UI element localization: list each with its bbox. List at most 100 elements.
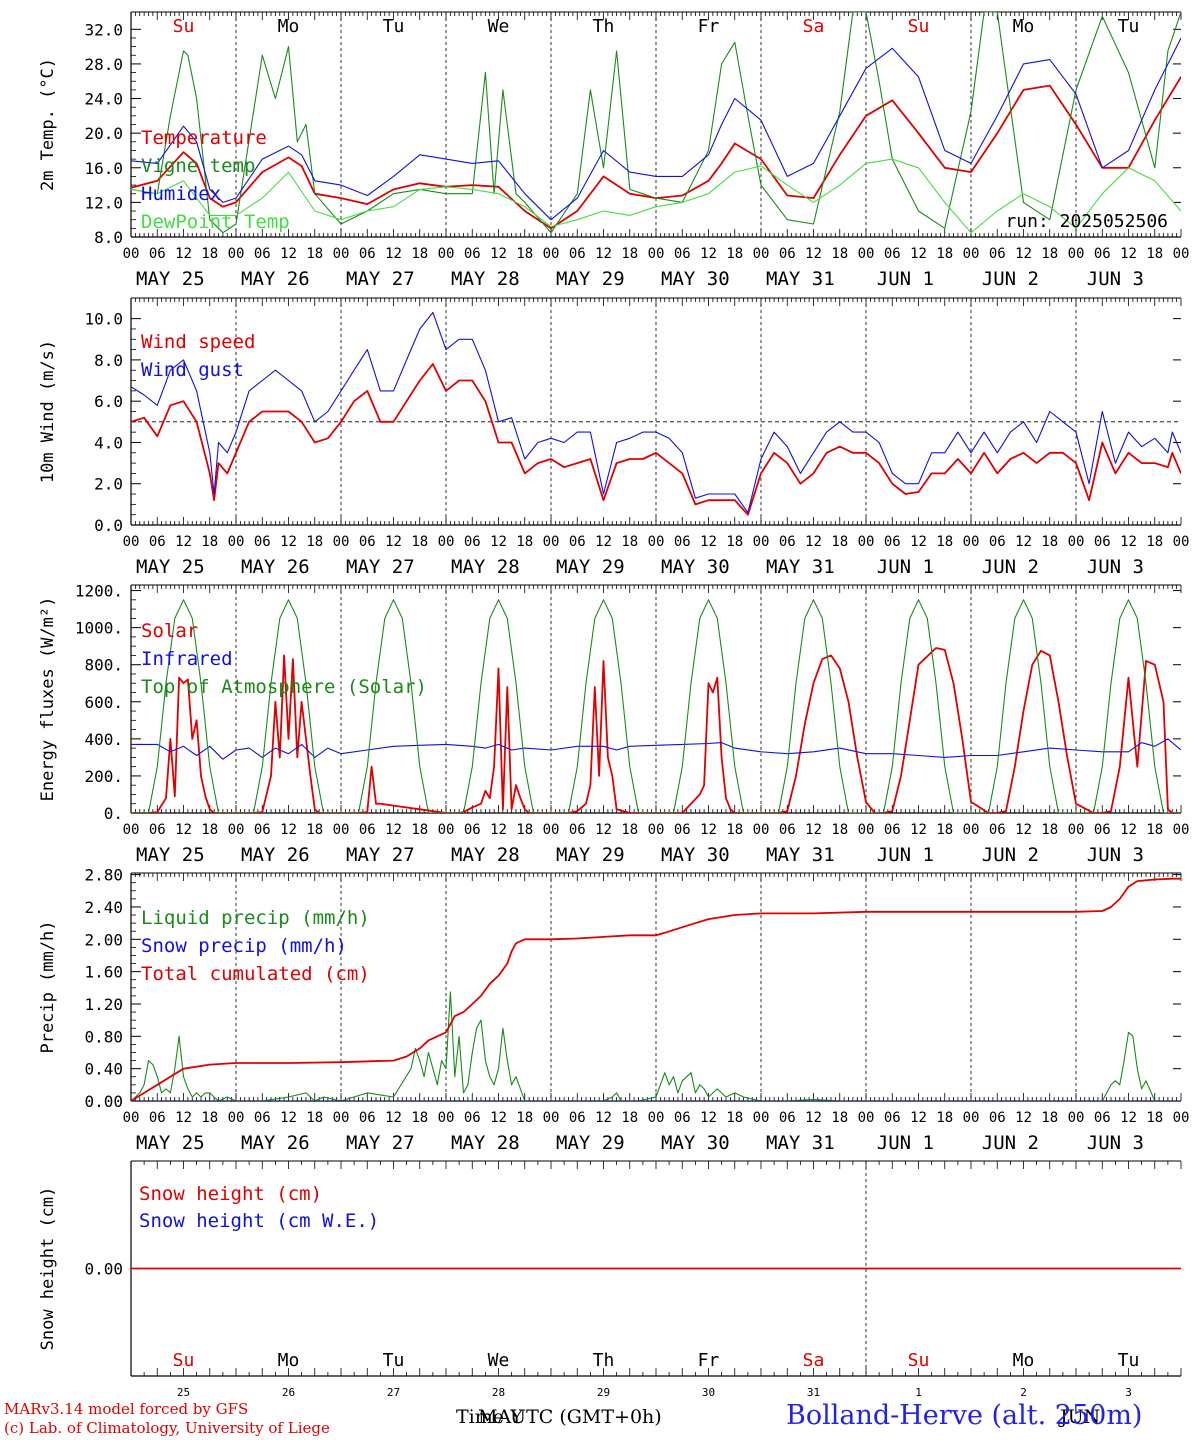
date-label: MAY 27 <box>346 1132 415 1154</box>
x-tick-label: 00 <box>123 534 140 550</box>
y-tick-label: 400. <box>84 730 123 749</box>
y-tick-label: 2.0 <box>94 475 123 494</box>
x-tick-label: 18 <box>936 822 953 838</box>
date-label: MAY 30 <box>661 556 730 578</box>
x-tick-label: 06 <box>1094 1110 1111 1126</box>
day-of-week-label: Tu <box>1118 1350 1140 1371</box>
x-tick-label: 06 <box>359 1110 376 1126</box>
x-tick-label: 12 <box>1120 1110 1137 1126</box>
x-tick-label: 12 <box>385 1110 402 1126</box>
date-label: MAY 31 <box>766 556 835 578</box>
x-tick-label: 12 <box>175 246 192 262</box>
y-tick-label: 8.0 <box>94 351 123 370</box>
x-tick-label: 00 <box>1173 534 1190 550</box>
x-tick-label: 00 <box>228 822 245 838</box>
x-tick-label: 06 <box>1094 822 1111 838</box>
x-tick-label: 06 <box>569 534 586 550</box>
x-tick-label: 00 <box>753 246 770 262</box>
y-tick-label: 0. <box>104 804 123 823</box>
x-tick-label: 12 <box>1015 534 1032 550</box>
x-tick-label: 06 <box>779 1110 796 1126</box>
x-tick-label: 18 <box>936 246 953 262</box>
x-tick-label: 12 <box>175 534 192 550</box>
x-tick-label: 12 <box>595 822 612 838</box>
date-label: MAY 28 <box>451 268 520 290</box>
x-tick-label: 12 <box>280 246 297 262</box>
x-tick-label: 06 <box>674 822 691 838</box>
x-tick-label: 18 <box>621 1110 638 1126</box>
panel-wind: 0.0 2.0 4.0 6.0 8.0 10.0 10m Wind (m/s) 00 06 12 1… <box>38 297 1190 578</box>
x-tick-label: 00 <box>333 1110 350 1126</box>
date-label: MAY 31 <box>766 1132 835 1154</box>
x-tick-label: 12 <box>910 246 927 262</box>
x-tick-label: 12 <box>700 1110 717 1126</box>
date-label: JUN 1 <box>877 268 934 290</box>
y-axis-label: Precip (mm/h) <box>38 920 58 1053</box>
x-tick-label: 06 <box>1094 246 1111 262</box>
x-tick-label: 12 <box>385 822 402 838</box>
x-tick-label: 18 <box>726 1110 743 1126</box>
x-tick-label: 18 <box>201 246 218 262</box>
day-of-week-label: Th <box>593 16 615 37</box>
x-tick-label: 00 <box>963 246 980 262</box>
x-tick-label: 00 <box>1173 246 1190 262</box>
legend-entry: Wind speed <box>141 331 255 353</box>
x-tick-label: 00 <box>858 822 875 838</box>
x-tick-label: 18 <box>306 246 323 262</box>
x-tick-label: 00 <box>1068 246 1085 262</box>
x-tick-label: 12 <box>700 534 717 550</box>
series-line-solar <box>131 647 1181 813</box>
x-tick-label: 00 <box>1173 822 1190 838</box>
x-tick-label: 06 <box>674 1110 691 1126</box>
x-tick-label: 18 <box>201 1110 218 1126</box>
date-label: MAY 30 <box>661 844 730 866</box>
x-tick-label: 18 <box>1041 534 1058 550</box>
x-tick-label: 06 <box>569 1110 586 1126</box>
y-tick-label: 1.60 <box>84 963 123 982</box>
x-tick-label: 00 <box>438 1110 455 1126</box>
x-tick-label: 00 <box>228 246 245 262</box>
x-tick-label: 12 <box>175 1110 192 1126</box>
panel-snow: 0.00 Snow height (cm) Su Mo Tu We Th Fr Sa Su Mo Tu… <box>38 1160 1182 1399</box>
y-tick-label: 20.0 <box>84 124 123 143</box>
legend-entry: Liquid precip (mm/h) <box>141 907 370 929</box>
x-tick-label: 00 <box>438 822 455 838</box>
x-tick-label: 18 <box>621 534 638 550</box>
y-tick-label: 16.0 <box>84 159 123 178</box>
x-axis-title: Time UTC (GMT+0h) <box>456 1406 662 1428</box>
legend-entry: Infrared <box>141 648 233 670</box>
x-tick-label: 18 <box>726 822 743 838</box>
run-label: run: 2025052506 <box>1005 211 1168 232</box>
x-tick-label: 12 <box>490 1110 507 1126</box>
x-tick-label: 00 <box>648 1110 665 1126</box>
date-label: MAY 25 <box>136 556 205 578</box>
x-tick-label: 12 <box>1015 246 1032 262</box>
x-tick-label: 12 <box>1015 822 1032 838</box>
series-group <box>131 311 1181 516</box>
y-tick-label: 0.0 <box>94 516 123 535</box>
x-tick-label: 00 <box>963 1110 980 1126</box>
date-label: MAY 27 <box>346 844 415 866</box>
day-number-label: 27 <box>387 1386 400 1399</box>
x-tick-label: 06 <box>884 1110 901 1126</box>
date-label: MAY 31 <box>766 268 835 290</box>
day-of-week-label: Mo <box>278 1350 300 1371</box>
series-group <box>131 12 1181 234</box>
x-tick-label: 06 <box>254 246 271 262</box>
y-tick-label: 2.80 <box>84 866 123 885</box>
day-of-week-label: Sa <box>803 16 825 37</box>
x-tick-label: 06 <box>149 822 166 838</box>
series-line-vigne-temp <box>131 12 1181 234</box>
date-label: MAY 29 <box>556 556 625 578</box>
x-tick-label: 00 <box>1068 822 1085 838</box>
x-tick-label: 12 <box>910 1110 927 1126</box>
date-label: MAY 30 <box>661 268 730 290</box>
series-line-wind-speed <box>131 363 1181 516</box>
x-tick-label: 00 <box>648 246 665 262</box>
x-tick-label: 18 <box>726 246 743 262</box>
day-of-week-label: Mo <box>1013 16 1035 37</box>
y-tick-label: 1200. <box>75 582 123 601</box>
x-tick-label: 18 <box>1146 822 1163 838</box>
x-tick-label: 18 <box>201 822 218 838</box>
x-tick-label: 00 <box>753 822 770 838</box>
